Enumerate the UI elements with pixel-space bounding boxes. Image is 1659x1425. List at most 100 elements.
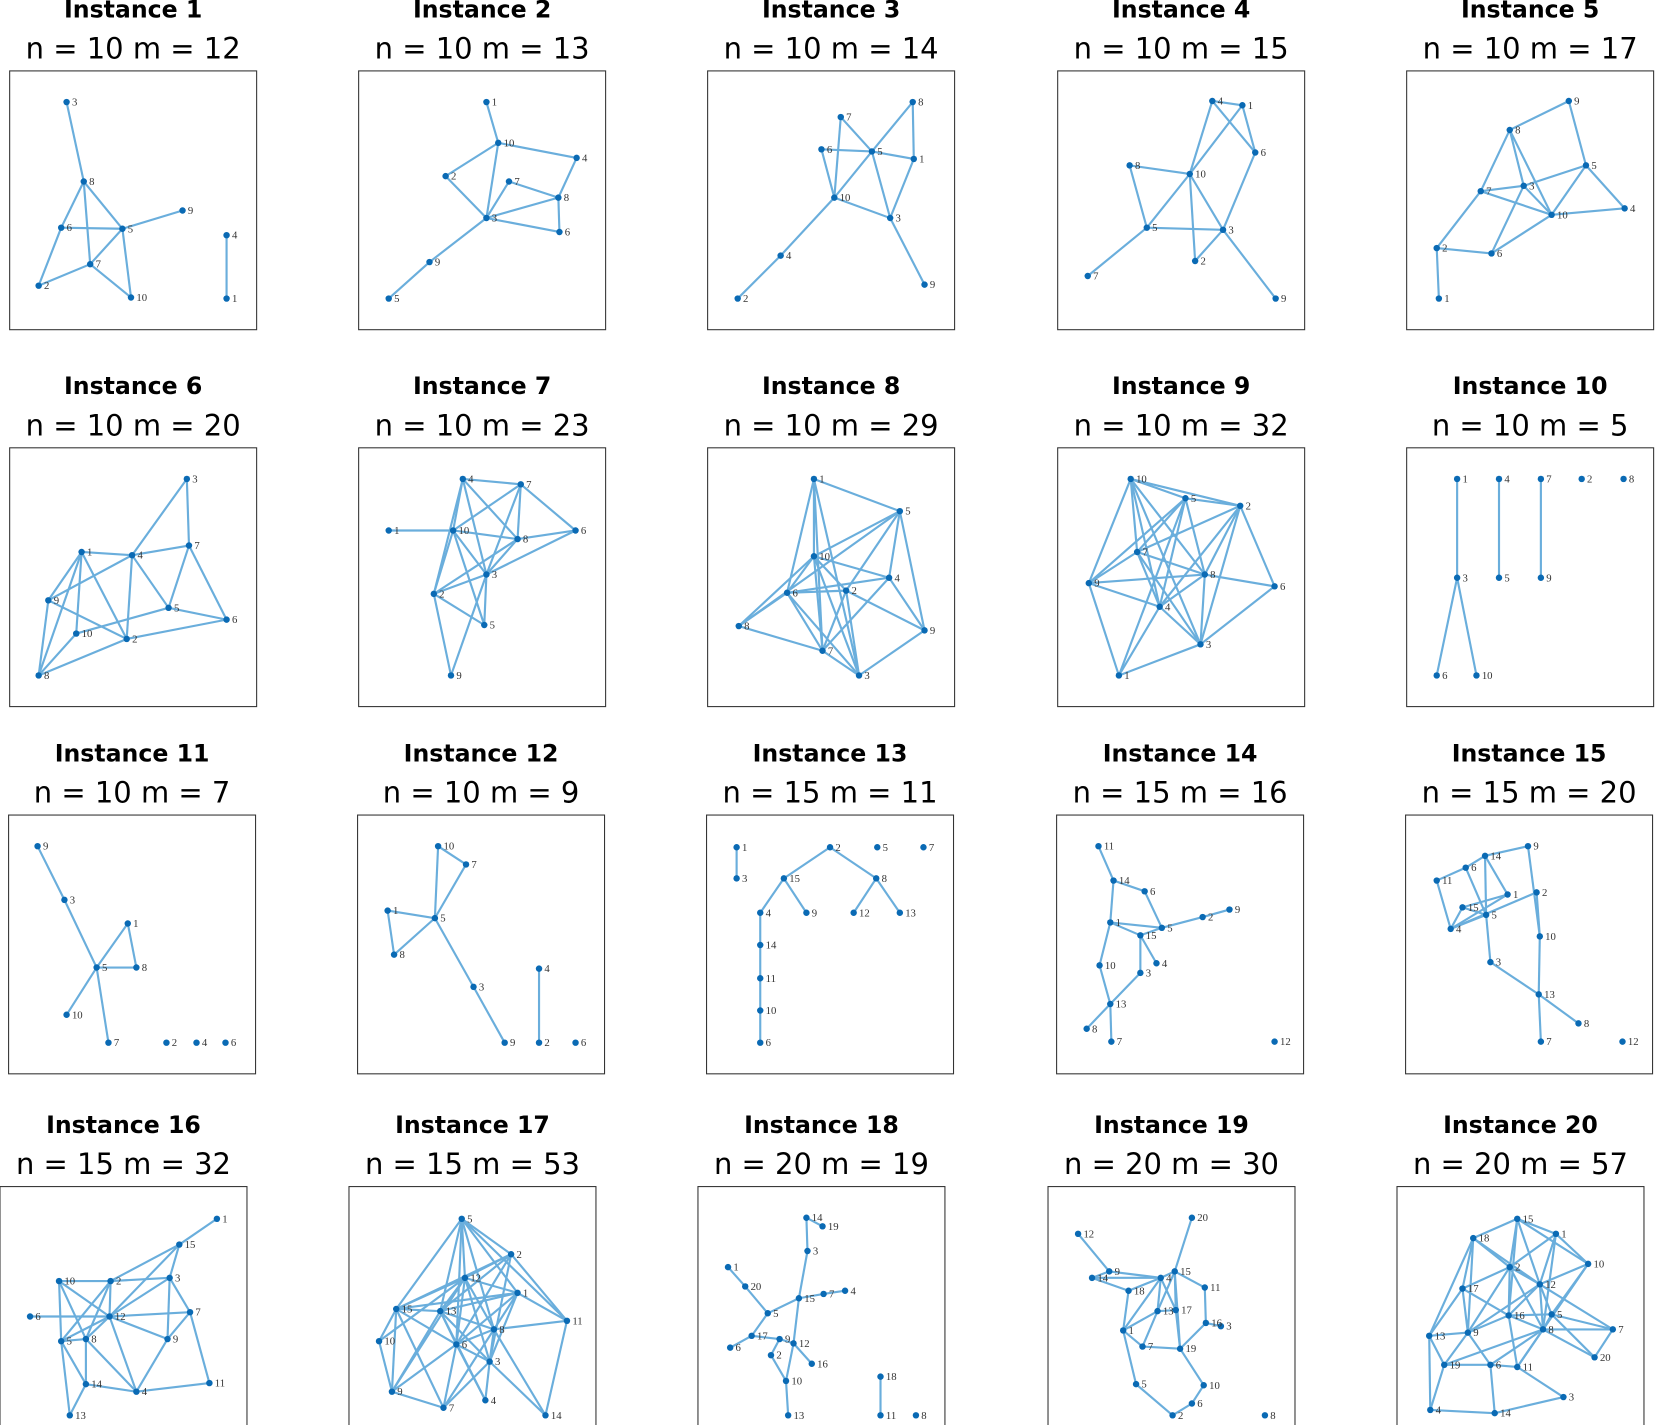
node xyxy=(1107,1000,1114,1008)
node xyxy=(55,1277,63,1285)
edge xyxy=(58,1280,87,1340)
edge xyxy=(393,917,436,956)
node xyxy=(795,1295,803,1302)
node xyxy=(165,604,172,612)
node-label: 14 xyxy=(1119,875,1130,887)
node-label: 4 xyxy=(582,152,588,164)
node-label: 13 xyxy=(75,1410,86,1422)
node-label: 7 xyxy=(195,1307,201,1319)
edge xyxy=(786,478,815,594)
node-label: 8 xyxy=(523,534,528,546)
node xyxy=(572,1039,579,1046)
node-label: 6 xyxy=(1471,862,1477,874)
edge xyxy=(61,1337,86,1343)
node-label: 6 xyxy=(827,144,833,156)
node-label: 10 xyxy=(1136,473,1147,485)
edge xyxy=(1203,1287,1207,1323)
edge xyxy=(1436,866,1467,882)
edge xyxy=(1551,1313,1614,1331)
node xyxy=(223,616,230,623)
node xyxy=(872,875,880,882)
node-label: 4 xyxy=(894,572,900,584)
node xyxy=(1621,205,1628,212)
graph-panel: Instance 15n = 15 m = 201 234567891011121… xyxy=(1405,739,1654,1075)
node-label: 3 xyxy=(1228,224,1233,236)
edge xyxy=(80,551,128,640)
node xyxy=(1491,1409,1498,1417)
node xyxy=(767,1351,775,1359)
node xyxy=(757,975,764,982)
node-label: 5 xyxy=(1167,922,1172,934)
edge xyxy=(1129,478,1206,576)
graph-panel: Instance 1 n = 10 m = 12 1 2 3 4 5 6 7 8 9 10 xyxy=(9,0,258,331)
edge xyxy=(1109,880,1115,923)
node xyxy=(818,146,825,153)
node-label: 15 xyxy=(1180,1266,1191,1278)
node xyxy=(388,1388,396,1395)
edge xyxy=(845,590,861,676)
panel-frame xyxy=(8,814,257,1075)
graph-panel: Instance 6 n = 10 m = 20 1 2 3 4 5 6 7 8 9 10 xyxy=(9,372,258,708)
node-label: 9 xyxy=(1115,1266,1120,1278)
panel-subtitle: n = 15 m = 32 xyxy=(16,1147,231,1181)
edge xyxy=(1194,229,1224,262)
edge xyxy=(779,196,836,257)
edge xyxy=(493,1328,547,1416)
edge xyxy=(65,966,98,1016)
node-label: 8 xyxy=(1135,160,1140,172)
node xyxy=(912,1412,920,1419)
edge xyxy=(135,1338,169,1393)
edge xyxy=(821,577,890,652)
node xyxy=(1433,877,1440,884)
node xyxy=(1110,877,1117,884)
edge xyxy=(38,263,91,287)
edge xyxy=(1161,916,1203,929)
edge xyxy=(782,877,808,914)
edge xyxy=(1429,1331,1468,1337)
node-label: 8 xyxy=(1548,1324,1553,1336)
edge xyxy=(1467,1314,1510,1334)
edge xyxy=(455,1343,487,1401)
edge xyxy=(736,254,782,300)
edge xyxy=(557,157,578,199)
node xyxy=(186,1308,194,1316)
edge xyxy=(442,1344,458,1408)
edge xyxy=(833,116,842,198)
node xyxy=(93,964,100,971)
edge xyxy=(1173,1217,1193,1272)
node xyxy=(430,590,438,598)
edge xyxy=(485,142,500,219)
node xyxy=(784,1412,792,1419)
panel-frame xyxy=(1406,447,1655,708)
node xyxy=(1186,170,1193,178)
node-label: 5 xyxy=(1191,493,1196,505)
node-label: 11 xyxy=(1523,1362,1533,1374)
edge xyxy=(510,1253,568,1322)
node-label: 5 xyxy=(67,1336,72,1348)
edge xyxy=(1539,1262,1589,1286)
node xyxy=(1108,1038,1115,1045)
edge xyxy=(845,510,901,592)
edge xyxy=(1145,173,1191,229)
node-label: 6 xyxy=(1150,886,1156,898)
node xyxy=(804,1247,811,1255)
edge xyxy=(1122,1277,1162,1332)
node xyxy=(45,597,52,604)
node-label: 13 xyxy=(1163,1306,1174,1318)
edge xyxy=(1085,1003,1112,1030)
node xyxy=(757,1007,764,1014)
node-label: 5 xyxy=(490,620,495,632)
panel-subtitle: n = 20 m = 30 xyxy=(1064,1147,1279,1181)
node xyxy=(910,155,918,163)
node xyxy=(1441,1361,1448,1369)
panel-frame xyxy=(1406,70,1655,331)
node xyxy=(1578,475,1585,483)
node xyxy=(1096,962,1103,969)
edge xyxy=(1222,229,1277,300)
node xyxy=(1252,149,1259,156)
edge xyxy=(1484,845,1529,857)
edge xyxy=(1538,1283,1553,1315)
edge xyxy=(391,1310,442,1393)
node xyxy=(803,1214,810,1221)
